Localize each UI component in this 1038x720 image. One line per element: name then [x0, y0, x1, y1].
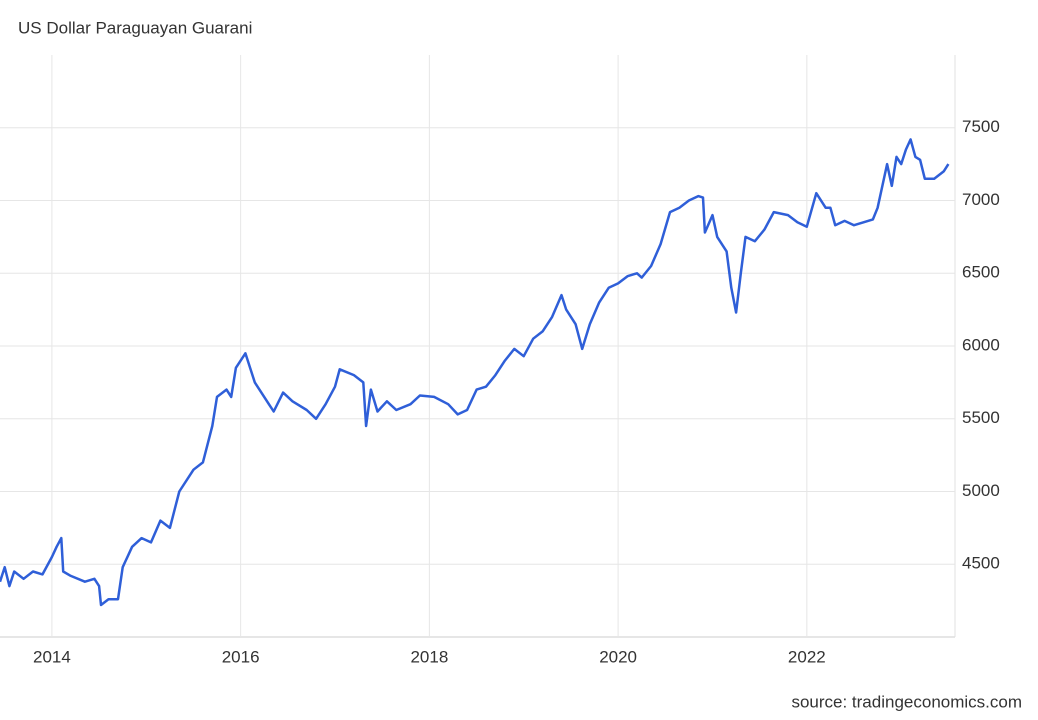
x-tick-label: 2016 [222, 647, 260, 666]
y-tick-label: 5500 [962, 408, 1000, 427]
x-tick-label: 2022 [788, 647, 826, 666]
y-tick-label: 6000 [962, 335, 1000, 354]
y-tick-label: 7000 [962, 190, 1000, 209]
line-series [0, 138, 950, 607]
y-tick-label: 6500 [962, 263, 1000, 282]
x-tick-label: 2018 [410, 647, 448, 666]
y-tick-label: 7500 [962, 117, 1000, 136]
x-tick-label: 2014 [33, 647, 71, 666]
x-tick-label: 2020 [599, 647, 637, 666]
y-tick-label: 4500 [962, 554, 1000, 573]
source-note: source: tradingeconomics.com [791, 692, 1022, 711]
y-tick-label: 5000 [962, 481, 1000, 500]
chart-title: US Dollar Paraguayan Guarani [18, 18, 252, 37]
